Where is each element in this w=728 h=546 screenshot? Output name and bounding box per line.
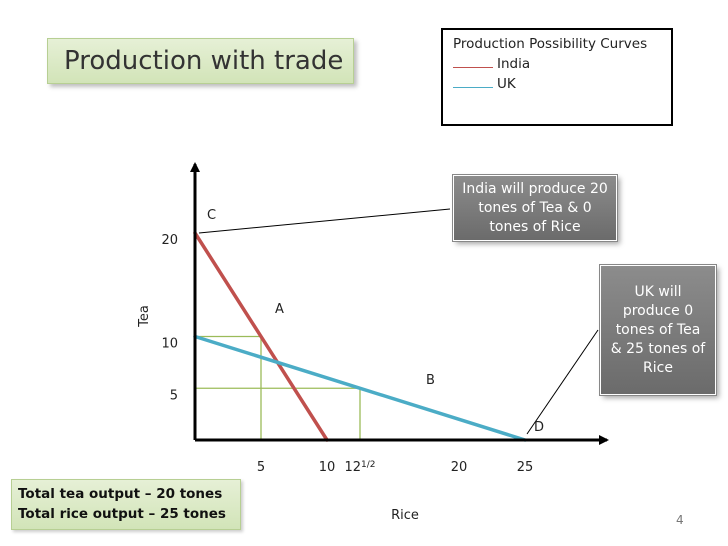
legend-swatch-india xyxy=(453,54,493,68)
legend-item-uk: UK xyxy=(453,74,661,94)
total-tea: Total tea output – 20 tones xyxy=(18,486,223,502)
legend-label-uk: UK xyxy=(497,76,516,92)
callout-india-pointer xyxy=(198,208,451,234)
callout-uk-text: UK will produce 0 tones of Tea & 25 tone… xyxy=(610,283,706,376)
series-line-uk xyxy=(193,334,527,442)
legend-swatch-uk xyxy=(453,74,493,88)
point-label-a: A xyxy=(275,302,284,317)
x-tick-label-0: 5 xyxy=(257,460,265,475)
x-tick-sup-2: 1/2 xyxy=(361,460,375,470)
y-tick-label-0: 5 xyxy=(170,388,178,403)
guide-lines xyxy=(195,335,361,440)
x-axis-label: Rice xyxy=(391,508,419,523)
callout-uk: UK will produce 0 tones of Tea & 25 tone… xyxy=(599,264,717,396)
page-number: 4 xyxy=(676,513,684,527)
legend-item-india: India xyxy=(453,54,661,74)
x-tick-label-1: 10 xyxy=(319,460,336,475)
point-label-b: B xyxy=(426,373,435,388)
callout-india: India will produce 20 tones of Tea & 0 t… xyxy=(452,174,618,242)
legend-label-india: India xyxy=(497,56,531,72)
series-line-india xyxy=(193,231,329,442)
callout-india-text: India will produce 20 tones of Tea & 0 t… xyxy=(462,180,608,235)
point-label-c: C xyxy=(207,208,216,223)
y-axis-label: Tea xyxy=(137,305,152,328)
point-label-d: D xyxy=(534,420,544,435)
tick-labels: 5 10 121/2 20 25 5 10 20 xyxy=(161,233,533,475)
slide-title: Production with trade xyxy=(47,38,354,84)
point-labels: C A B D xyxy=(207,208,544,435)
legend-title: Production Possibility Curves xyxy=(453,36,648,52)
x-tick-label-3: 20 xyxy=(451,460,468,475)
legend: Production Possibility Curves India UK xyxy=(441,28,673,126)
series-lines xyxy=(193,231,527,442)
y-tick-label-1: 10 xyxy=(161,337,178,352)
totals-box: Total tea output – 20 tones Total rice o… xyxy=(11,479,241,530)
y-tick-label-2: 20 xyxy=(161,233,178,248)
x-tick-label-2: 121/2 xyxy=(344,460,375,475)
callout-uk-pointer xyxy=(526,329,599,435)
x-tick-label-4: 25 xyxy=(517,460,534,475)
total-rice: Total rice output – 25 tones xyxy=(18,506,226,522)
